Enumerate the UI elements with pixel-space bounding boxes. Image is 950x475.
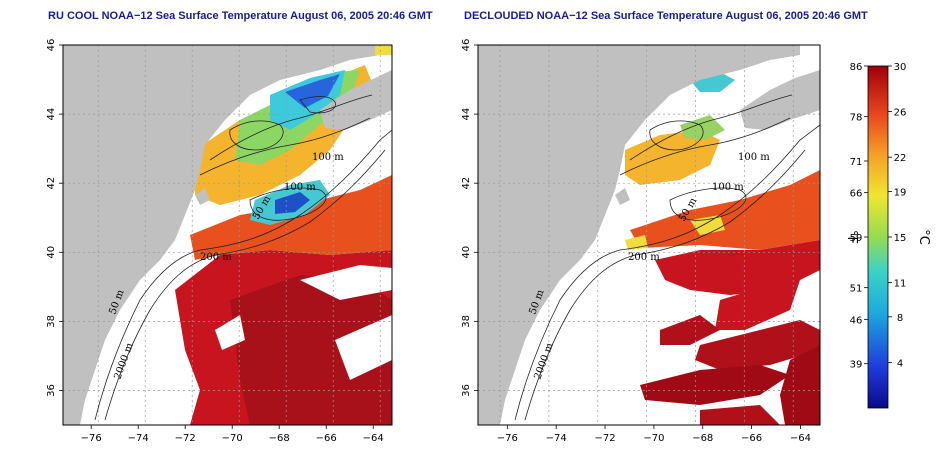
grid [63, 45, 392, 425]
lat-tick-label: 46 [46, 39, 57, 52]
celsius-tick-label: 15 [894, 233, 907, 244]
axis-ticks: −76 −74 −72 −70 −68 −66 −64 36 38 40 42 44 46 [461, 39, 811, 444]
lon-tick-label: −70 [643, 433, 664, 444]
celsius-tick-label: 26 [894, 108, 907, 119]
lat-tick-label: 46 [461, 39, 472, 52]
map-panel-declouded: 100 m 100 m 50 m 200 m 50 m 2000 m −76 −7… [461, 39, 821, 444]
cloud-patch [335, 315, 392, 380]
celsius-tick-label: 8 [897, 313, 903, 324]
celsius-tick-label: 22 [894, 153, 907, 164]
lon-tick-label: −76 [497, 433, 518, 444]
lat-tick-label: 42 [461, 177, 472, 190]
lat-tick-label: 40 [46, 246, 57, 259]
lon-tick-label: −76 [81, 433, 102, 444]
lat-tick-label: 42 [46, 177, 57, 190]
sst-hot-region [230, 275, 392, 425]
lon-tick-label: −70 [222, 433, 243, 444]
sst-blue-georges [275, 192, 310, 214]
celsius-tick-label: 4 [897, 358, 903, 369]
map-frame [62, 44, 393, 426]
contour-label: 100 m [738, 152, 770, 163]
fahrenheit-tick-label: 78 [850, 113, 863, 124]
sst-warm-patch [695, 320, 820, 370]
lat-tick-label: 38 [46, 315, 57, 328]
lat-tick-label: 36 [46, 384, 57, 397]
sst-orange-band [630, 170, 820, 250]
lon-tick-label: −74 [128, 433, 149, 444]
lon-tick-label: −66 [316, 433, 337, 444]
lat-tick-label: 36 [461, 384, 472, 397]
cloud-patch [300, 265, 392, 300]
land-mass [320, 70, 392, 130]
sst-warm-patch [660, 315, 720, 345]
lon-tick-label: −74 [546, 433, 567, 444]
celsius-tick-label: 30 [894, 62, 907, 73]
map-panel-raw: 100 m 100 m 50 m 200 m 50 m 2000 m −76 −7… [46, 39, 393, 444]
colorbar: 30 26 22 19 15 11 8 4 86 78 71 66 59 51 46 39 °F °C [844, 62, 931, 409]
sst-warm-patch [780, 345, 820, 425]
land-mass [478, 45, 800, 425]
lat-tick-label: 44 [461, 108, 472, 121]
fahrenheit-tick-label: 39 [850, 360, 863, 371]
lat-tick-label: 40 [461, 246, 472, 259]
land-mass [63, 45, 380, 425]
lat-tick-label: 38 [461, 315, 472, 328]
lon-tick-label: −64 [790, 433, 811, 444]
fahrenheit-tick-label: 46 [850, 315, 863, 326]
bathymetry-contours [514, 94, 820, 421]
fahrenheit-tick-label: 71 [850, 157, 863, 168]
colorbar-gradient [867, 65, 889, 409]
celsius-tick-label: 19 [894, 187, 907, 198]
sst-warm-patch [700, 405, 780, 425]
sst-warm-patch [640, 365, 790, 405]
lon-tick-label: −68 [269, 433, 290, 444]
cloud-patch [215, 315, 245, 350]
fahrenheit-tick-label: 86 [850, 62, 863, 73]
sst-green-patch [680, 115, 725, 140]
celsius-unit-label: °C [916, 229, 931, 245]
fahrenheit-tick-label: 66 [850, 189, 863, 200]
lon-tick-label: −64 [363, 433, 384, 444]
lon-tick-label: −72 [175, 433, 196, 444]
contour-label: 200 m [200, 252, 232, 263]
axis-ticks: −76 −74 −72 −70 −68 −66 −64 36 38 40 42 44 46 [46, 39, 384, 444]
panel-title-raw: RU COOL NOAA−12 Sea Surface Temperature … [48, 10, 433, 22]
lon-tick-label: −72 [594, 433, 615, 444]
sst-warm-patch [715, 280, 800, 330]
fahrenheit-tick-label: 59 [850, 233, 863, 244]
lon-tick-label: −68 [692, 433, 713, 444]
land-mass [195, 188, 210, 205]
contour-label: 100 m [284, 182, 316, 193]
fahrenheit-unit-label: °F [844, 230, 859, 244]
lon-tick-label: −66 [741, 433, 762, 444]
celsius-tick-label: 11 [894, 279, 907, 290]
lat-tick-label: 44 [46, 108, 57, 121]
map-frame [477, 44, 821, 426]
fahrenheit-tick-label: 51 [850, 284, 863, 295]
contour-label: 200 m [628, 252, 660, 263]
sst-yellow-spot [375, 45, 392, 55]
sst-warm-region [655, 240, 820, 295]
sst-blue-region [285, 74, 340, 108]
contour-label: 100 m [712, 182, 744, 193]
land-mass [740, 70, 820, 130]
land-mass [615, 188, 630, 205]
contour-label: 100 m [312, 152, 344, 163]
panel-title-declouded: DECLOUDED NOAA−12 Sea Surface Temperatur… [464, 10, 868, 22]
bathymetry-contours [94, 94, 392, 421]
